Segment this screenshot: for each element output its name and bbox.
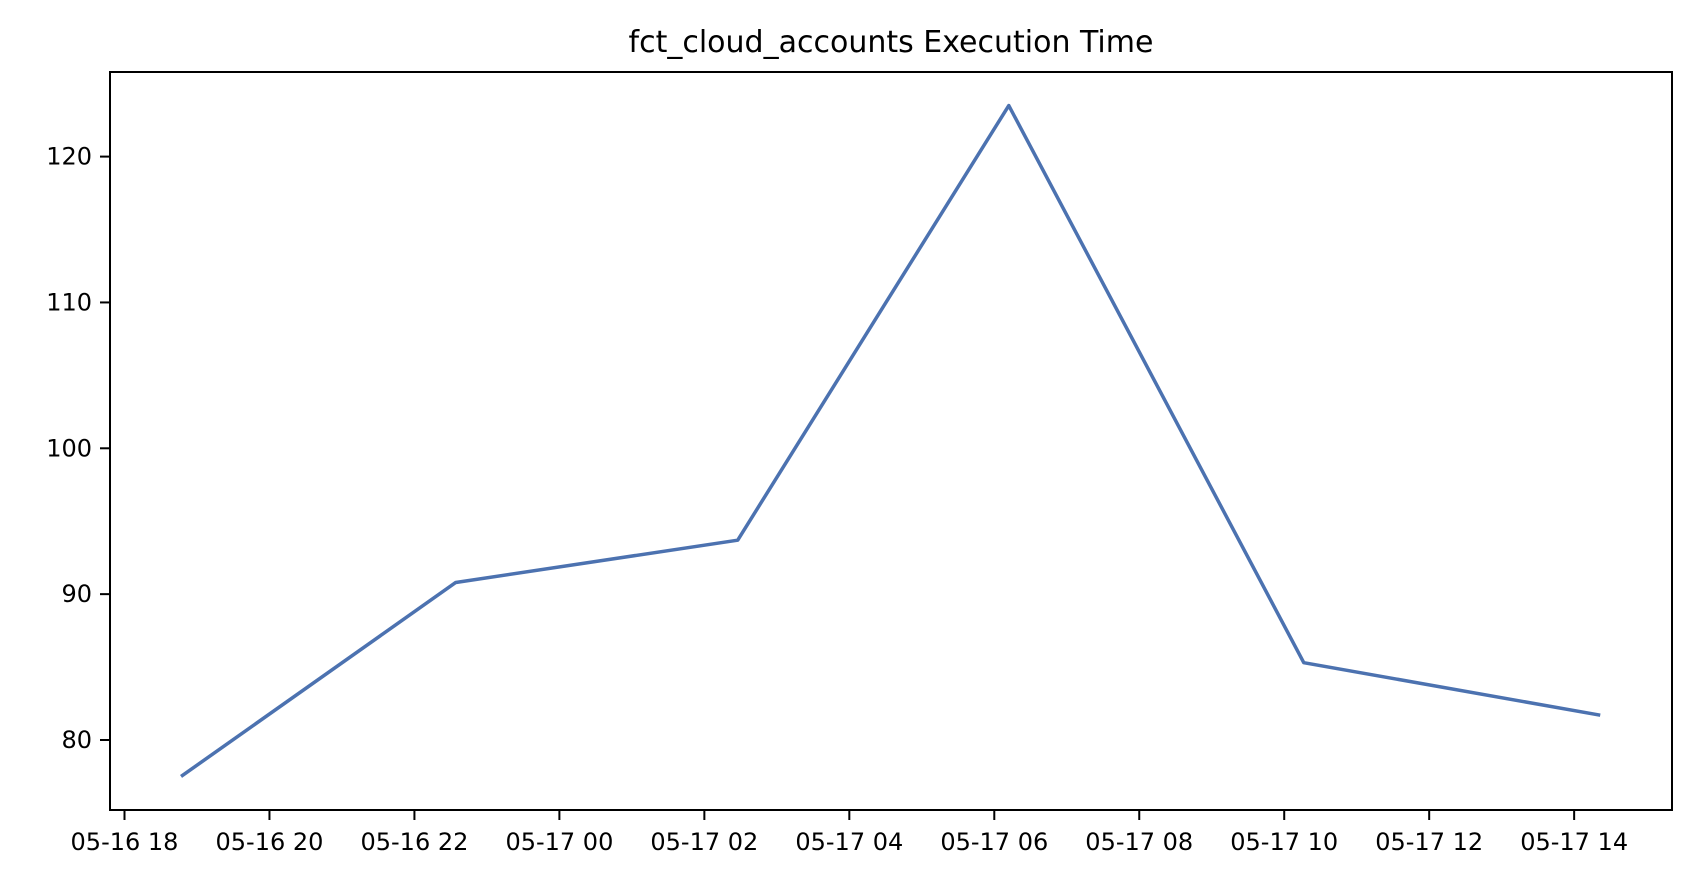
y-axis-tick-label: 80: [61, 726, 92, 754]
series-line-execution_time: [180, 103, 1601, 778]
x-axis-tick-label: 05-17 10: [1230, 828, 1338, 856]
x-axis-tick-label: 05-17 08: [1085, 828, 1193, 856]
x-axis-tick-label: 05-17 12: [1375, 828, 1483, 856]
x-axis-tick-label: 05-17 14: [1520, 828, 1628, 856]
y-axis-tick-label: 90: [61, 580, 92, 608]
x-axis-tick-label: 05-17 06: [940, 828, 1048, 856]
y-axis-tick-label: 120: [46, 143, 92, 171]
plot-border: [109, 71, 1673, 811]
x-axis-tick-label: 05-17 00: [505, 828, 613, 856]
x-axis-tick-label: 05-16 22: [360, 828, 468, 856]
x-axis-tick-label: 05-17 02: [650, 828, 758, 856]
plot-area: 05-16 18 05-16 20 05-16 22 05-17 00 05-17 02…: [46, 71, 1673, 856]
y-axis-tick-label: 110: [46, 288, 92, 316]
x-axis-tick-label: 05-17 04: [795, 828, 903, 856]
chart-title: fct_cloud_accounts Execution Time: [629, 25, 1154, 60]
x-axis-tick-label: 05-16 20: [216, 828, 324, 856]
y-axis-tick-label: 100: [46, 434, 92, 462]
x-axis-tick-label: 05-16 18: [71, 828, 179, 856]
